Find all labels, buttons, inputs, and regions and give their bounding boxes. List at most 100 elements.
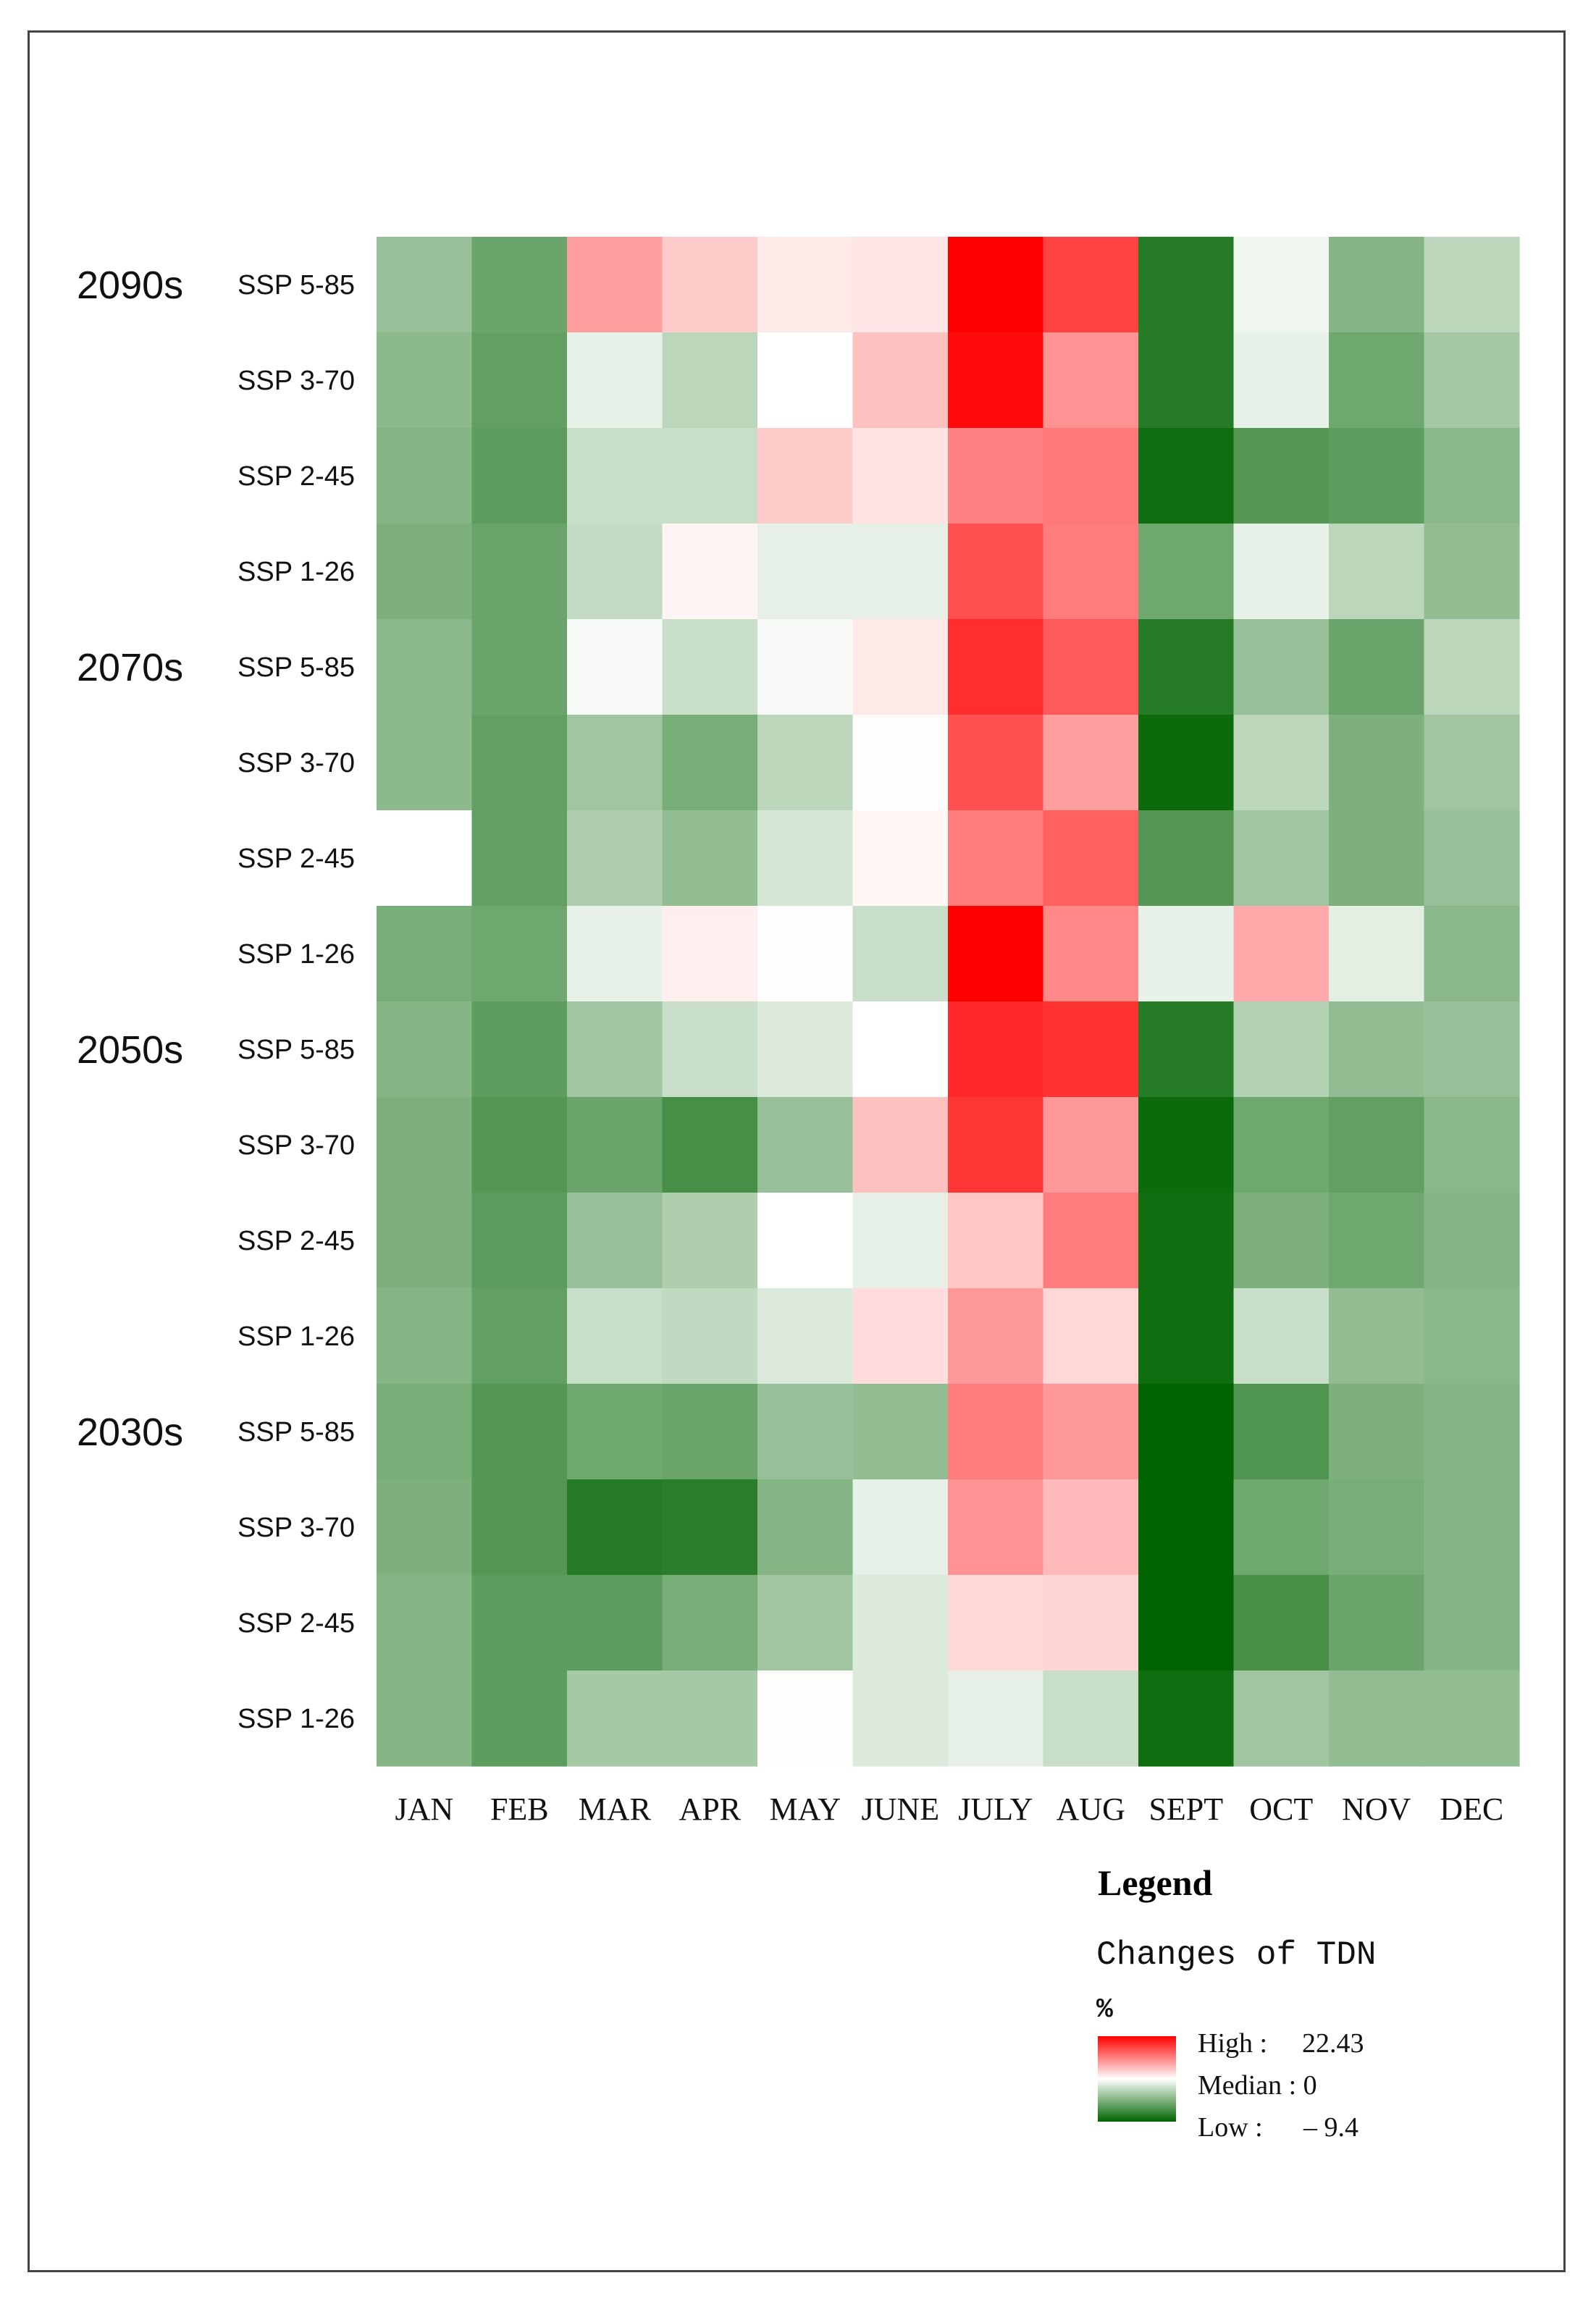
heatmap-cell xyxy=(471,524,568,620)
heatmap-cell xyxy=(1424,428,1520,524)
heatmap-cell xyxy=(1138,1001,1235,1098)
row-labels: SSP 5-85 SSP 3-70 SSP 2-45 SSP 1-26 SSP 5-85… xyxy=(238,270,355,1734)
heatmap-cell xyxy=(757,1097,854,1193)
heatmap-cell xyxy=(1138,1097,1235,1193)
heatmap-cell xyxy=(1329,1001,1425,1098)
heatmap-cell xyxy=(1424,715,1520,811)
heatmap-cell xyxy=(1138,1575,1235,1671)
heatmap-cell xyxy=(1424,906,1520,1002)
heatmap-cell xyxy=(1233,1575,1330,1671)
row-label: SSP 2-45 xyxy=(238,1608,355,1639)
heatmap-cell xyxy=(948,428,1044,524)
heatmap-cell xyxy=(1329,1288,1425,1384)
heatmap-cell xyxy=(662,332,758,429)
heatmap-cell xyxy=(1424,1097,1520,1193)
heatmap-cell xyxy=(1138,1193,1235,1289)
row-label: SSP 1-26 xyxy=(238,1704,355,1734)
heatmap-cell xyxy=(1424,810,1520,907)
month-labels: JAN FEB MAR APR MAY JUNE JULY AUG SEPT OCT NOV DEC xyxy=(395,1791,1503,1827)
legend-color-ramp xyxy=(1098,2036,1176,2122)
heatmap-cell xyxy=(1233,715,1330,811)
row-label: SSP 5-85 xyxy=(238,1035,355,1065)
heatmap-cell xyxy=(1138,1384,1235,1480)
month-label: SEPT xyxy=(1148,1791,1223,1827)
heatmap-cell xyxy=(852,1575,949,1671)
month-label: OCT xyxy=(1249,1791,1313,1827)
heatmap-cell xyxy=(852,1001,949,1098)
heatmap-cell xyxy=(1424,1384,1520,1480)
heatmap-cell xyxy=(1233,237,1330,333)
heatmap-cell xyxy=(852,619,949,715)
heatmap-cell xyxy=(757,332,854,429)
decade-labels: 2090s 2070s 2050s 2030s xyxy=(77,264,183,1454)
heatmap-cell xyxy=(852,1097,949,1193)
heatmap-cell xyxy=(567,1575,663,1671)
month-label: FEB xyxy=(490,1791,549,1827)
heatmap-cell xyxy=(567,237,663,333)
heatmap-cell xyxy=(567,1384,663,1480)
heatmap-cell xyxy=(948,906,1044,1002)
heatmap-cell xyxy=(471,715,568,811)
heatmap-cell xyxy=(471,1575,568,1671)
heatmap-cell xyxy=(567,1288,663,1384)
heatmap-cell xyxy=(852,332,949,429)
row-label: SSP 3-70 xyxy=(238,1513,355,1543)
heatmap-cell xyxy=(567,715,663,811)
legend-low-label: Low : xyxy=(1198,2112,1263,2143)
heatmap-cell xyxy=(1233,1193,1330,1289)
heatmap-cell xyxy=(1233,1001,1330,1098)
month-label: MAY xyxy=(769,1791,841,1827)
heatmap-cell xyxy=(377,1384,473,1480)
legend-title: Legend xyxy=(1098,1862,1213,1903)
heatmap-cell xyxy=(377,1479,473,1576)
decade-label: 2070s xyxy=(77,646,183,689)
heatmap-cell xyxy=(1138,906,1235,1002)
heatmap-cell xyxy=(1043,1001,1139,1098)
heatmap-cell xyxy=(662,428,758,524)
heatmap-cell xyxy=(567,1671,663,1767)
heatmap-cell xyxy=(377,1288,473,1384)
row-label: SSP 2-45 xyxy=(238,844,355,874)
heatmap-cell xyxy=(948,332,1044,429)
heatmap-cell xyxy=(471,810,568,907)
heatmap-cell xyxy=(1424,1479,1520,1576)
heatmap-cell xyxy=(1138,237,1235,333)
month-label: APR xyxy=(679,1791,742,1827)
heatmap-cell xyxy=(1043,1384,1139,1480)
heatmap-cell xyxy=(1043,1575,1139,1671)
heatmap-cell xyxy=(1233,810,1330,907)
month-label: DEC xyxy=(1440,1791,1503,1827)
heatmap-cell xyxy=(471,1479,568,1576)
heatmap-cell xyxy=(377,906,473,1002)
row-label: SSP 5-85 xyxy=(238,652,355,683)
heatmap-cell xyxy=(662,906,758,1002)
month-label: JAN xyxy=(395,1791,453,1827)
heatmap-cell xyxy=(852,1479,949,1576)
heatmap-cell xyxy=(1329,1384,1425,1480)
heatmap-cell xyxy=(757,1288,854,1384)
heatmap-cell xyxy=(852,1288,949,1384)
legend-low-value: – 9.4 xyxy=(1303,2112,1358,2143)
legend-median-label: Median : 0 xyxy=(1198,2070,1317,2101)
heatmap-cell xyxy=(1329,332,1425,429)
heatmap-cell xyxy=(1138,1288,1235,1384)
heatmap-cell xyxy=(377,619,473,715)
heatmap-cell xyxy=(1233,619,1330,715)
heatmap-cell xyxy=(662,1479,758,1576)
heatmap-cell xyxy=(1424,237,1520,333)
heatmap-cell xyxy=(757,906,854,1002)
heatmap-cell xyxy=(377,428,473,524)
heatmap-cells xyxy=(377,237,1520,1767)
heatmap-cell xyxy=(471,1288,568,1384)
heatmap-cell xyxy=(1424,1193,1520,1289)
heatmap-cell xyxy=(1043,715,1139,811)
heatmap-cell xyxy=(471,1193,568,1289)
heatmap-cell xyxy=(471,428,568,524)
decade-label: 2030s xyxy=(77,1411,183,1454)
month-label: AUG xyxy=(1057,1791,1125,1827)
month-label: NOV xyxy=(1342,1791,1411,1827)
heatmap-cell xyxy=(471,1671,568,1767)
heatmap-cell xyxy=(1233,1384,1330,1480)
heatmap-cell xyxy=(662,1097,758,1193)
